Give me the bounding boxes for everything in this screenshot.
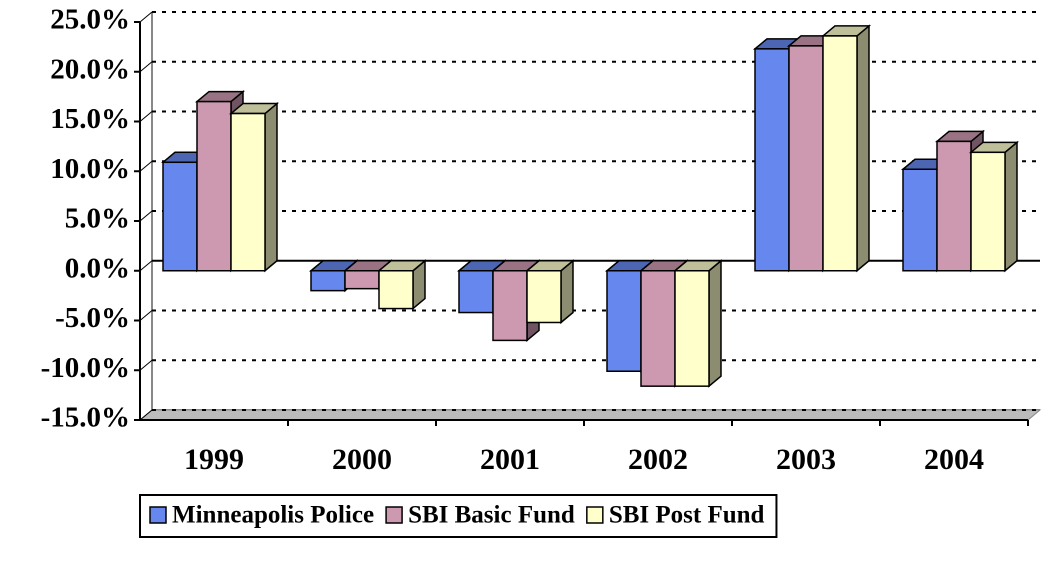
bar: [458, 270, 494, 314]
legend-label: Minneapolis Police: [172, 502, 374, 529]
y-tick-label: -10.0%: [41, 352, 130, 384]
bar: [526, 270, 562, 324]
x-tick-label: 2002: [628, 443, 688, 476]
legend-box: [139, 494, 778, 538]
bar: [196, 100, 232, 272]
legend-swatch: [586, 506, 604, 524]
grid-depth: [139, 111, 153, 122]
grid-depth: [139, 359, 153, 371]
x-tick-label: 1999: [184, 443, 244, 476]
bar: [674, 270, 710, 387]
bar: [344, 270, 380, 290]
grid-depth: [139, 210, 153, 222]
bar: [970, 151, 1006, 272]
bar: [230, 112, 266, 272]
bar: [606, 270, 642, 372]
bar: [310, 270, 346, 292]
bar: [492, 270, 528, 342]
bar: [754, 48, 790, 272]
legend-swatch: [385, 506, 403, 524]
bar: [788, 45, 824, 272]
y-tick-label: 0.0%: [65, 252, 130, 284]
grid-depth: [139, 409, 153, 421]
bar: [902, 168, 938, 272]
grid-depth: [139, 260, 153, 272]
bar: [378, 270, 414, 310]
x-tick-label: 2000: [332, 443, 392, 476]
y-tick-label: 15.0%: [50, 103, 130, 135]
grid-depth: [139, 310, 153, 321]
legend-label: SBI Post Fund: [609, 502, 765, 529]
bar-side: [708, 259, 722, 388]
y-tick-label: 25.0%: [50, 4, 130, 36]
legend-label: SBI Basic Fund: [408, 502, 575, 529]
y-tick-label: 20.0%: [50, 53, 130, 85]
grid-depth: [139, 61, 153, 73]
y-tick-label: -15.0%: [41, 402, 130, 434]
x-tick-label: 2004: [924, 443, 984, 476]
grid-depth: [139, 11, 153, 23]
y-tick-label: 10.0%: [50, 153, 130, 185]
bar: [640, 270, 676, 387]
y-tick-label: 5.0%: [65, 203, 130, 235]
bar-side: [856, 24, 870, 273]
x-tick-label: 2003: [776, 443, 836, 476]
legend-swatch: [149, 506, 167, 524]
bar-side: [1004, 140, 1018, 273]
bar: [936, 140, 972, 272]
floor: [138, 409, 1042, 421]
grid-depth: [139, 160, 153, 172]
bar-side: [264, 101, 278, 273]
bar: [822, 35, 858, 272]
bar: [162, 161, 198, 272]
x-tick-label: 2001: [480, 443, 540, 476]
y-tick-label: -5.0%: [55, 302, 130, 334]
